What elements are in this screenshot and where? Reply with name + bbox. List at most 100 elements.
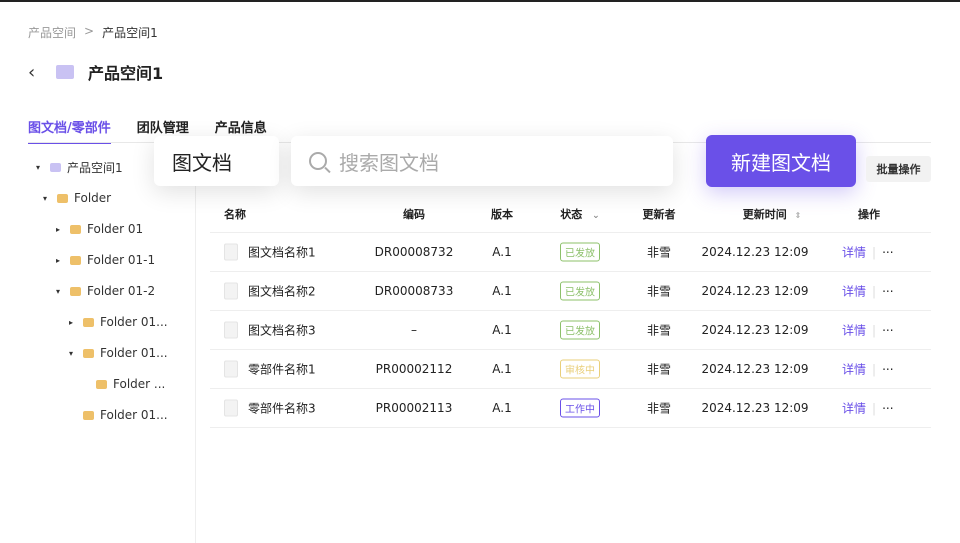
table-row[interactable]: 零部件名称3 PR00002113 A.1 工作中 非雪 2024.12.23 … bbox=[210, 389, 931, 428]
tree-node[interactable]: ▾ Folder 01... bbox=[69, 343, 168, 363]
folder-icon bbox=[70, 224, 81, 234]
col-name: 名称 bbox=[224, 207, 246, 221]
caret-right-icon[interactable]: ▸ bbox=[56, 255, 61, 265]
name-cell: 图文档名称2 bbox=[224, 282, 316, 300]
type-select[interactable]: 图文档 bbox=[154, 136, 279, 186]
batch-actions-button[interactable]: 批量操作 bbox=[866, 156, 931, 182]
divider: | bbox=[872, 245, 877, 260]
divider: | bbox=[872, 284, 877, 299]
part-icon bbox=[224, 360, 238, 378]
table-row[interactable]: 图文档名称1 DR00008732 A.1 已发放 非雪 2024.12.23 … bbox=[210, 233, 931, 272]
search-input[interactable]: 搜索图文档 bbox=[291, 136, 673, 186]
document-table: 名称 编码 版本 状态 ⌄ 更新者 更新时间 ⇕ 操作 图文档名称1 DR000… bbox=[210, 195, 931, 428]
status-badge: 已发放 bbox=[560, 320, 600, 340]
folder-icon bbox=[57, 193, 68, 203]
tree-node[interactable]: ▾ Folder 01-2 bbox=[56, 281, 155, 301]
row-actions: 详情 | ··· bbox=[842, 322, 894, 339]
row-actions: 详情 | ··· bbox=[842, 244, 894, 261]
detail-link[interactable]: 详情 bbox=[842, 284, 867, 299]
table-row[interactable]: 图文档名称2 DR00008733 A.1 已发放 非雪 2024.12.23 … bbox=[210, 272, 931, 311]
tab-product-info[interactable]: 产品信息 bbox=[214, 121, 267, 136]
tree-node-label: Folder ... bbox=[113, 377, 166, 391]
row-time: 2024.12.23 12:09 bbox=[701, 323, 809, 337]
row-actions: 详情 | ··· bbox=[842, 400, 894, 417]
document-icon bbox=[224, 321, 238, 339]
detail-link[interactable]: 详情 bbox=[842, 245, 867, 260]
more-icon[interactable]: ··· bbox=[882, 284, 894, 299]
breadcrumb-current: 产品空间1 bbox=[102, 26, 158, 40]
tree-node[interactable]: Folder 01... bbox=[69, 405, 168, 425]
row-name: 图文档名称3 bbox=[248, 323, 316, 338]
detail-link[interactable]: 详情 bbox=[842, 362, 867, 377]
row-actions: 详情 | ··· bbox=[842, 361, 894, 378]
row-name: 零部件名称1 bbox=[248, 362, 316, 377]
tab-team[interactable]: 团队管理 bbox=[136, 121, 189, 136]
breadcrumb: 产品空间 > 产品空间1 bbox=[28, 24, 158, 41]
more-icon[interactable]: ··· bbox=[882, 362, 894, 377]
status-badge: 已发放 bbox=[560, 281, 600, 301]
row-updater: 非雪 bbox=[646, 284, 672, 299]
row-version: A.1 bbox=[492, 401, 512, 415]
tree-node[interactable]: ▾ Folder bbox=[43, 188, 111, 208]
more-icon[interactable]: ··· bbox=[882, 401, 894, 416]
name-cell: 零部件名称3 bbox=[224, 399, 316, 417]
col-actions: 操作 bbox=[858, 207, 880, 221]
document-icon bbox=[224, 282, 238, 300]
document-icon bbox=[224, 243, 238, 261]
more-icon[interactable]: ··· bbox=[882, 323, 894, 338]
tree-node-label: Folder 01... bbox=[100, 346, 168, 360]
tree-node[interactable]: ▸ Folder 01... bbox=[69, 312, 168, 332]
detail-link[interactable]: 详情 bbox=[842, 323, 867, 338]
col-status-label: 状态 bbox=[560, 207, 583, 221]
divider: | bbox=[872, 401, 877, 416]
row-updater: 非雪 bbox=[646, 245, 672, 260]
tree-node[interactable]: ▸ Folder 01 bbox=[56, 219, 143, 239]
sort-icon[interactable]: ⇕ bbox=[794, 210, 802, 220]
col-updater: 更新者 bbox=[642, 207, 676, 221]
name-cell: 图文档名称3 bbox=[224, 321, 316, 339]
caret-down-icon[interactable]: ▾ bbox=[56, 286, 61, 296]
breadcrumb-separator: > bbox=[84, 24, 95, 38]
row-version: A.1 bbox=[492, 284, 512, 298]
tree-node[interactable]: ▸ Folder 01-1 bbox=[56, 250, 155, 270]
caret-down-icon[interactable]: ▾ bbox=[43, 193, 48, 203]
chevron-down-icon[interactable]: ⌄ bbox=[592, 210, 600, 221]
tab-docs-parts[interactable]: 图文档/零部件 bbox=[28, 117, 111, 144]
tree-node-label: Folder 01 bbox=[87, 222, 144, 236]
row-time: 2024.12.23 12:09 bbox=[701, 362, 809, 376]
caret-down-icon[interactable]: ▾ bbox=[69, 348, 74, 358]
col-version: 版本 bbox=[491, 207, 513, 221]
more-icon[interactable]: ··· bbox=[882, 245, 894, 260]
table-row[interactable]: 图文档名称3 – A.1 已发放 非雪 2024.12.23 12:09 详情 |… bbox=[210, 311, 931, 350]
table-row[interactable]: 零部件名称1 PR00002112 A.1 审核中 非雪 2024.12.23 … bbox=[210, 350, 931, 389]
folder-icon bbox=[70, 286, 81, 296]
new-document-button[interactable]: 新建图文档 bbox=[706, 135, 856, 187]
back-chevron-icon[interactable]: ‹ bbox=[28, 61, 36, 83]
status-badge: 审核中 bbox=[560, 359, 600, 379]
tree-node-label: Folder 01... bbox=[100, 408, 168, 422]
page-title: 产品空间1 bbox=[88, 64, 164, 83]
caret-down-icon[interactable]: ▾ bbox=[36, 162, 41, 172]
search-placeholder: 搜索图文档 bbox=[339, 150, 439, 175]
col-status[interactable]: 状态 ⌄ bbox=[560, 206, 599, 222]
caret-right-icon[interactable]: ▸ bbox=[69, 317, 74, 327]
tree-node-label: 产品空间1 bbox=[67, 160, 123, 175]
name-cell: 零部件名称1 bbox=[224, 360, 316, 378]
folder-icon bbox=[83, 410, 94, 420]
row-actions: 详情 | ··· bbox=[842, 283, 894, 300]
row-name: 零部件名称3 bbox=[248, 401, 316, 416]
part-icon bbox=[224, 399, 238, 417]
row-code: PR00002113 bbox=[375, 401, 453, 415]
detail-link[interactable]: 详情 bbox=[842, 401, 867, 416]
tree-node[interactable]: ▾ 产品空间1 bbox=[36, 157, 123, 177]
breadcrumb-item[interactable]: 产品空间 bbox=[28, 26, 77, 40]
row-updater: 非雪 bbox=[646, 323, 672, 338]
tree-node[interactable]: Folder ... bbox=[82, 374, 165, 394]
col-time[interactable]: 更新时间 ⇕ bbox=[743, 206, 802, 222]
tree-node-label: Folder bbox=[74, 191, 112, 205]
space-folder-icon bbox=[56, 65, 74, 79]
row-name: 图文档名称2 bbox=[248, 284, 316, 299]
row-time: 2024.12.23 12:09 bbox=[701, 245, 809, 259]
caret-right-icon[interactable]: ▸ bbox=[56, 224, 61, 234]
status-badge: 已发放 bbox=[560, 242, 600, 262]
